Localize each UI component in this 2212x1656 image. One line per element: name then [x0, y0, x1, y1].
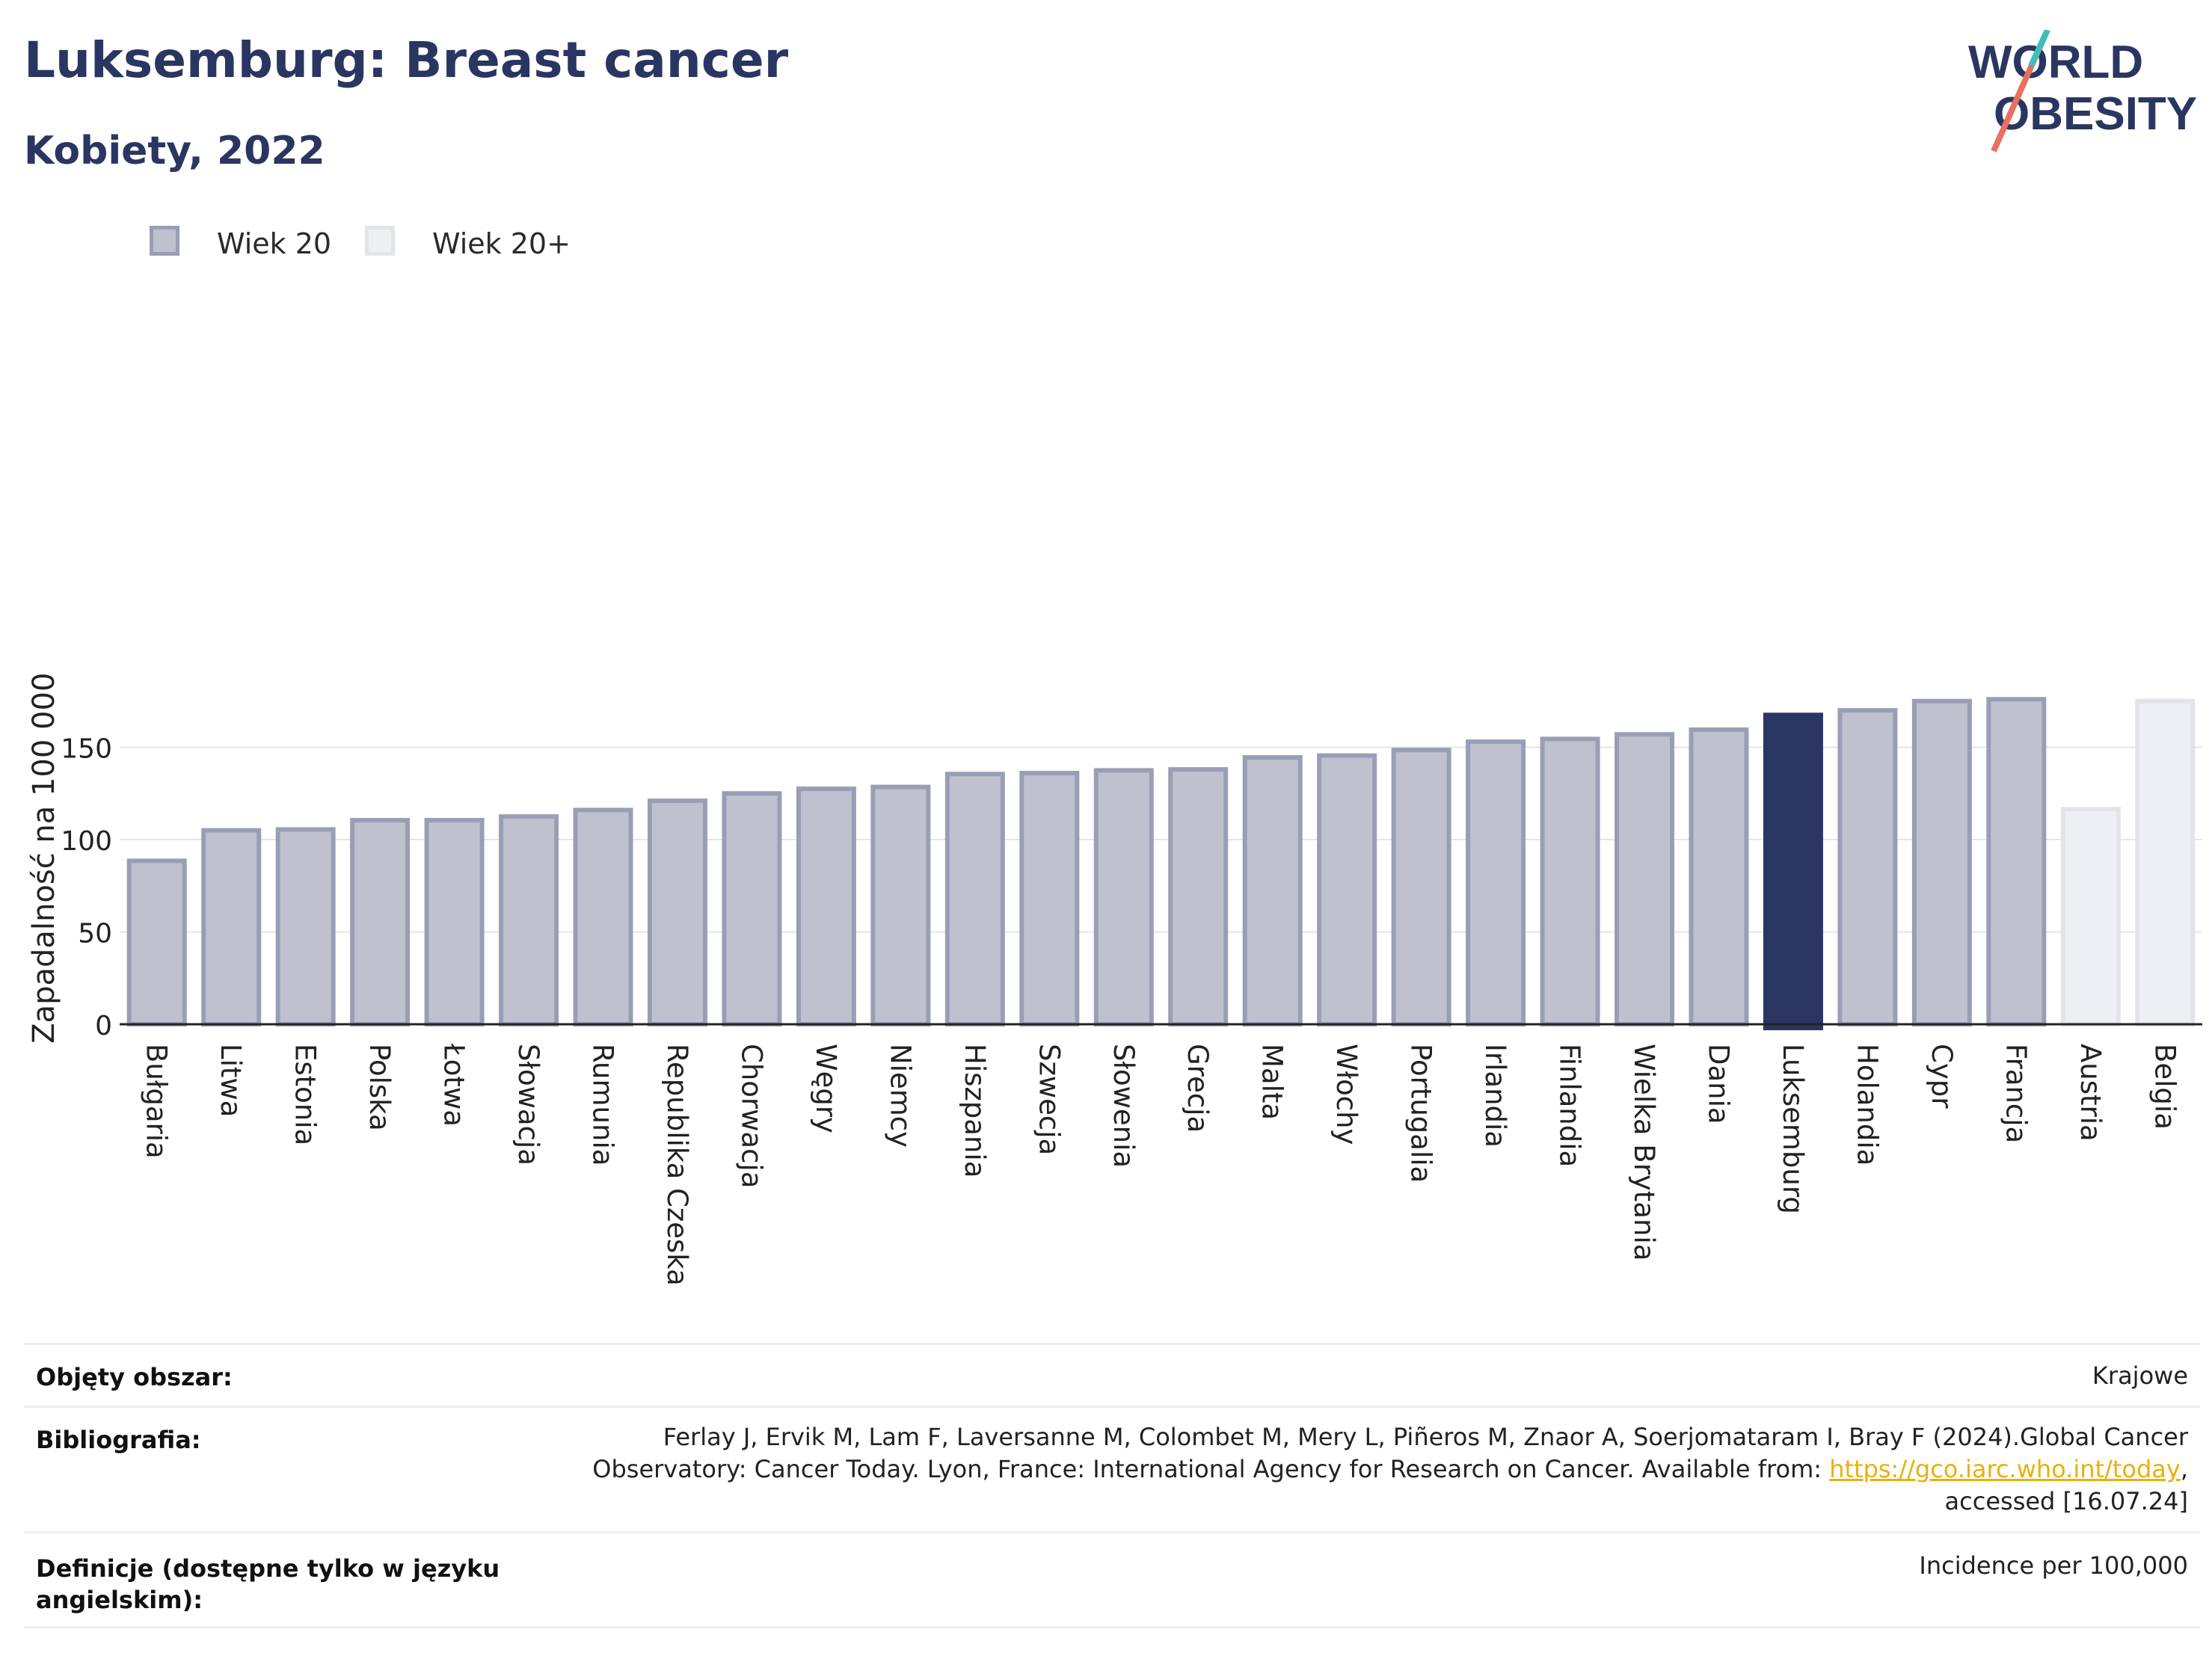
y-tick-label: 100: [61, 826, 112, 857]
bar-luksemburg[interactable]: [1763, 712, 1823, 1031]
x-tick-label: Hiszpania: [959, 1044, 991, 1178]
x-tick-label: Estonia: [289, 1044, 322, 1145]
x-tick-label: Holandia: [1851, 1044, 1883, 1166]
legend-label-wiek-20: Wiek 20: [217, 227, 332, 260]
x-tick-label: Finlandia: [1554, 1044, 1586, 1167]
bar-chorwacja[interactable]: [722, 791, 782, 1026]
bar-austria[interactable]: [2060, 807, 2121, 1026]
x-tick-label: Belgia: [2148, 1044, 2181, 1130]
bar-finlandia[interactable]: [1540, 736, 1600, 1026]
meta-area-label: Objęty obszar:: [36, 1363, 233, 1391]
legend-swatch-wiek-20: [150, 226, 179, 256]
x-tick-label: Malta: [1256, 1044, 1288, 1120]
meta-bib-value: Ferlay J, Ervik M, Lam F, Laversanne M, …: [592, 1421, 2188, 1518]
svg-text:OBESITY: OBESITY: [1994, 88, 2197, 140]
x-tick-label: Słowacja: [512, 1044, 544, 1166]
x-tick-label: Grecja: [1182, 1044, 1214, 1133]
meta-def-value: Incidence per 100,000: [1919, 1551, 2188, 1580]
bar-portugalia[interactable]: [1391, 748, 1451, 1027]
bar-niemcy[interactable]: [870, 784, 931, 1026]
x-tick-label: Słowenia: [1107, 1044, 1140, 1168]
bar-cypr[interactable]: [1911, 698, 1972, 1026]
x-tick-label: Węgry: [810, 1044, 842, 1133]
legend-label-wiek-20-plus: Wiek 20+: [432, 227, 571, 260]
legend-swatch-wiek-20-plus: [365, 226, 395, 256]
world-obesity-logo: WORLD OBESITY: [1968, 30, 2197, 153]
page-subtitle: Kobiety, 2022: [24, 129, 325, 173]
x-tick-label: Włochy: [1330, 1044, 1362, 1145]
meta-def-label: Definicje (dostępne tylko w języku angie…: [36, 1554, 500, 1614]
legend-item-wiek-20-plus[interactable]: Wiek 20+: [365, 221, 574, 263]
meta-bib-line2: Observatory: Cancer Today. Lyon, France:…: [592, 1455, 2188, 1483]
meta-bib-label: Bibliografia:: [36, 1426, 201, 1454]
bar-malta[interactable]: [1242, 755, 1303, 1027]
x-tick-label: Francja: [2000, 1044, 2032, 1143]
bar-słowacja[interactable]: [499, 814, 559, 1026]
x-tick-label: Cypr: [1926, 1044, 1958, 1109]
y-axis-label: Zapadalność na 100 000: [27, 673, 61, 1044]
x-tick-label: Luksemburg: [1777, 1044, 1809, 1214]
meta-bib-line1: Ferlay J, Ervik M, Lam F, Laversanne M, …: [663, 1423, 2188, 1451]
x-tick-label: Republika Czeska: [661, 1044, 693, 1286]
bar-wielka-brytania[interactable]: [1615, 732, 1675, 1027]
bib-link[interactable]: https://gco.iarc.who.int/today: [1829, 1455, 2181, 1483]
x-tick-label: Szwecja: [1033, 1044, 1065, 1155]
bar-grecja[interactable]: [1168, 767, 1229, 1026]
x-tick-label: Wielka Brytania: [1628, 1044, 1660, 1261]
x-tick-label: Dania: [1702, 1044, 1734, 1124]
meta-row-area: Objęty obszar: Krajowe: [24, 1343, 2200, 1408]
bar-bułgaria[interactable]: [126, 858, 187, 1027]
bar-holandia[interactable]: [1837, 708, 1898, 1026]
metadata-table: Objęty obszar: Krajowe Bibliografia: Fer…: [24, 1343, 2200, 1628]
bar-polska[interactable]: [350, 818, 411, 1026]
bar-słowenia[interactable]: [1093, 768, 1154, 1026]
bar-rumunia[interactable]: [573, 807, 633, 1026]
meta-bib-line3: accessed [16.07.24]: [1944, 1487, 2188, 1515]
bar-hiszpania[interactable]: [944, 772, 1005, 1026]
bar-węgry[interactable]: [796, 787, 856, 1026]
bar-francja[interactable]: [1986, 697, 2047, 1027]
bar-włochy[interactable]: [1317, 753, 1377, 1026]
meta-row-definitions: Definicje (dostępne tylko w języku angie…: [24, 1531, 2200, 1628]
bar-dania[interactable]: [1689, 727, 1749, 1026]
bar-republika-czeska[interactable]: [647, 798, 707, 1026]
svg-text:WORLD: WORLD: [1968, 37, 2143, 88]
x-tick-label: Niemcy: [884, 1044, 916, 1148]
x-tick-label: Bułgaria: [141, 1044, 173, 1159]
legend-item-wiek-20[interactable]: Wiek 20: [150, 221, 332, 263]
bar-łotwa[interactable]: [424, 818, 485, 1026]
bar-irlandia[interactable]: [1466, 739, 1526, 1027]
x-tick-label: Łotwa: [438, 1043, 470, 1127]
y-tick-label: 50: [78, 919, 112, 949]
bar-belgia[interactable]: [2135, 698, 2196, 1026]
x-tick-label: Polska: [363, 1044, 396, 1131]
x-tick-label: Austria: [2074, 1044, 2107, 1142]
meta-area-value: Krajowe: [2092, 1361, 2188, 1390]
y-tick-label: 0: [95, 1011, 112, 1041]
x-tick-label: Chorwacja: [735, 1044, 767, 1188]
x-tick-label: Rumunia: [587, 1044, 619, 1166]
bar-szwecja[interactable]: [1019, 771, 1080, 1027]
bar-estonia[interactable]: [275, 827, 336, 1026]
meta-row-bibliography: Bibliografia: Ferlay J, Ervik M, Lam F, …: [24, 1406, 2200, 1533]
x-tick-label: Litwa: [215, 1044, 247, 1117]
x-tick-label: Irlandia: [1479, 1044, 1511, 1148]
page-title: Luksemburg: Breast cancer: [24, 31, 789, 89]
x-tick-label: Portugalia: [1405, 1044, 1437, 1183]
bar-litwa[interactable]: [201, 828, 262, 1027]
y-tick-label: 150: [61, 734, 112, 765]
